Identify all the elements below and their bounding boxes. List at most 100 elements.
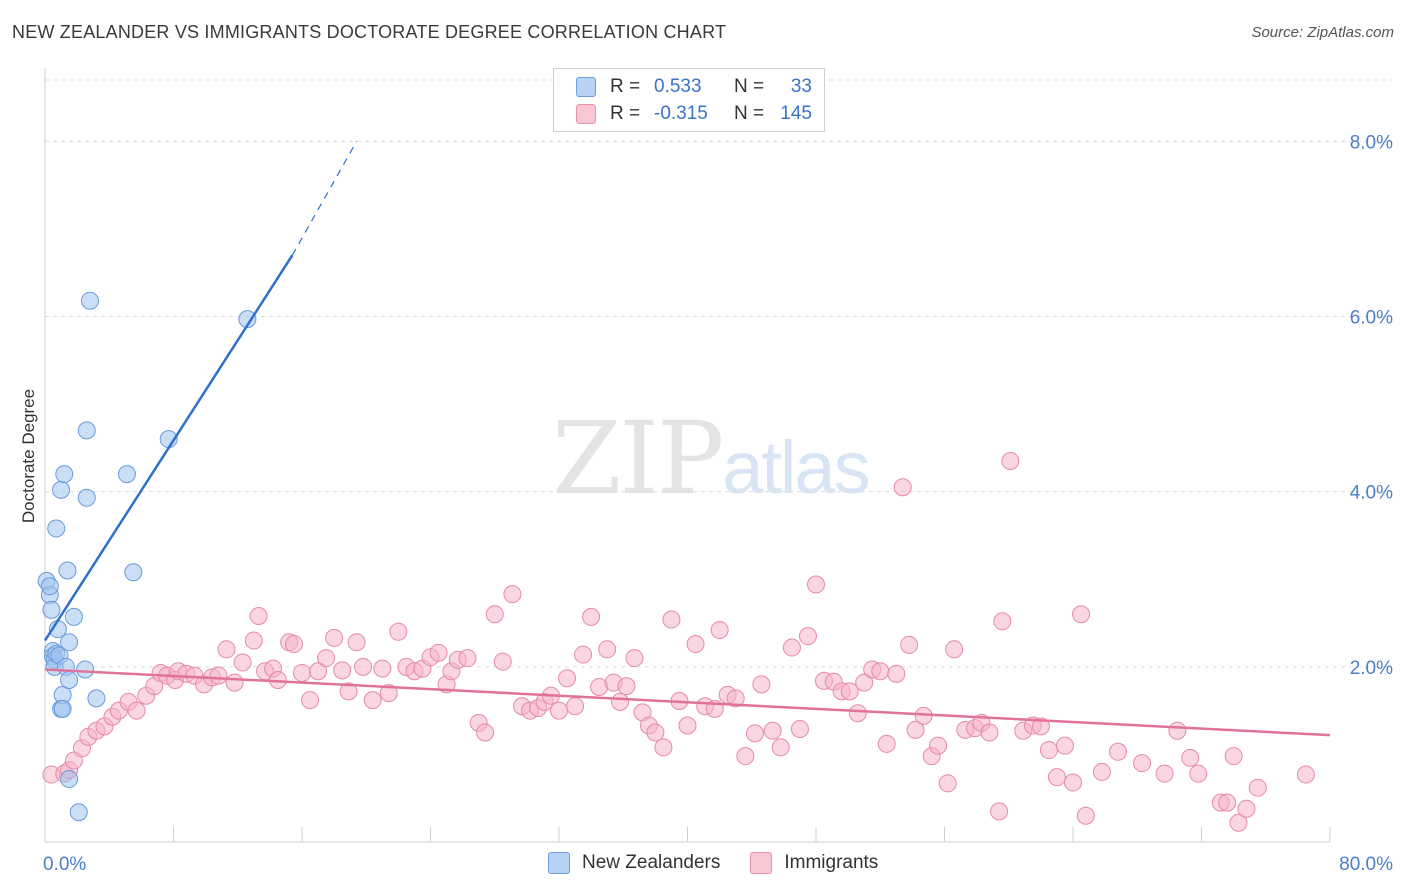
data-point [1168,721,1187,740]
data-point [1072,605,1091,624]
chart-title: NEW ZEALANDER VS IMMIGRANTS DOCTORATE DE… [12,22,727,42]
data-point [238,310,257,329]
data-point [1055,736,1074,755]
data-point [1189,764,1208,783]
data-point [662,610,681,629]
x-tick-label: 80.0% [1339,854,1393,875]
data-point [871,662,890,681]
data-point [244,631,263,650]
data-point [726,689,745,708]
data-point [855,673,874,692]
data-point [80,291,99,310]
data-point [848,704,867,723]
data-point [686,635,705,654]
data-point [1181,748,1200,767]
data-point [309,662,328,681]
data-point [60,633,79,652]
legend-r-value: 0.533 [654,76,702,97]
y-tick-label: 2.0% [1350,658,1393,679]
data-point [47,519,66,538]
data-point [52,480,71,499]
data-point [389,622,408,641]
data-point [1133,754,1152,773]
legend-swatch-pink [576,104,596,124]
data-point [58,561,77,580]
data-point [1155,764,1174,783]
data-point [752,675,771,694]
y-tick-label: 6.0% [1350,307,1393,328]
legend-r-label: R = [610,103,641,124]
data-point [736,747,755,766]
series-legend-new-zealanders: New Zealanders [548,852,720,874]
source-label: Source: ZipAtlas.com [1251,24,1394,41]
data-point [900,635,919,654]
series-swatch-blue [548,852,570,874]
data-point [347,633,366,652]
data-point [782,638,801,657]
data-point [550,701,568,720]
data-point [840,682,859,701]
x-tick-label: 0.0% [43,854,86,875]
axes [44,68,1331,843]
trend-line-immigrants [44,668,1331,737]
data-point [60,670,79,689]
data-point [87,689,106,708]
data-point [373,659,392,678]
data-point [379,684,398,703]
legend-r-value: -0.315 [654,103,708,124]
data-point [124,563,143,582]
data-point [1237,799,1256,818]
data-point [209,666,228,685]
data-point [1248,778,1267,797]
data-point [64,607,83,626]
data-points [37,291,1315,832]
legend-swatch-blue [576,77,596,97]
data-point [646,723,665,742]
data-point [493,652,512,671]
series-label: Immigrants [784,852,879,873]
data-point [929,736,948,755]
data-point [938,774,957,793]
watermark-zip: ZIP [552,400,724,517]
data-point [117,465,136,484]
data-point [40,577,59,596]
trend-lines [43,141,1331,737]
data-point [887,664,906,683]
data-point [1229,813,1248,832]
data-point [1001,452,1020,470]
data-point [654,738,673,757]
y-tick-label: 4.0% [1350,483,1393,504]
data-point [993,612,1012,631]
data-point [625,649,644,668]
data-point [127,701,146,720]
data-point [77,488,96,507]
data-point [906,720,925,739]
data-point [980,723,999,742]
data-point [1076,806,1095,825]
data-point [53,699,72,718]
data-point [1296,765,1315,784]
series-legend-immigrants: Immigrants [750,852,878,874]
data-point [503,585,522,604]
data-point [598,640,617,659]
y-tick-label: 8.0% [1350,132,1393,153]
data-point [1224,747,1243,766]
data-point [325,628,344,647]
data-point [476,723,495,742]
trend-line-new-zealanders [43,254,294,642]
data-point [249,607,268,626]
data-point [877,734,896,753]
data-point [458,649,477,668]
data-point [233,653,252,672]
data-point [678,716,697,735]
data-point [763,721,782,740]
tick-labels: 2.0% 4.0% 6.0% 8.0% 0.0% 80.0% [43,132,1393,875]
data-point [1064,773,1082,792]
trend-line-new-zealanders-extension [291,141,358,256]
grid-lines [45,79,1392,668]
correlation-legend: R = 0.533 N = 33 R = -0.315 N = 145 [553,68,825,132]
data-point [990,802,1009,821]
series-legend: New Zealanders Immigrants [548,852,908,874]
data-point [1031,717,1050,736]
data-point [566,697,585,716]
